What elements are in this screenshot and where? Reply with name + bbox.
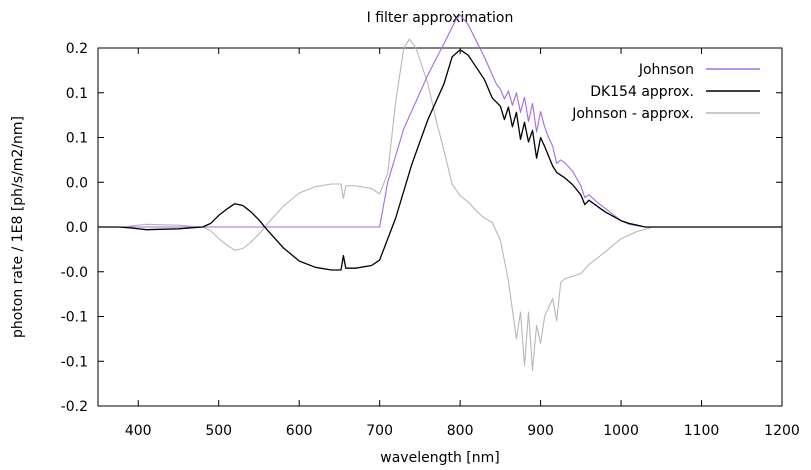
- legend-label: Johnson: [638, 62, 694, 78]
- x-tick-label: 600: [286, 423, 313, 439]
- x-axis-label: wavelength [nm]: [380, 450, 499, 466]
- x-tick-label: 700: [366, 423, 393, 439]
- x-tick-label: 400: [125, 423, 152, 439]
- x-tick-label: 1100: [684, 423, 720, 439]
- y-tick-label: -0.1: [61, 354, 88, 370]
- series-line-0: [98, 14, 782, 228]
- series-line-2: [98, 38, 782, 371]
- x-tick-label: 900: [527, 423, 554, 439]
- x-tick-label: 500: [205, 423, 232, 439]
- y-tick-label: 0.1: [66, 86, 88, 102]
- y-axis: -0.2 -0.1 -0.1 -0.0 0.0 0.0 0.1 0.1 0.2: [61, 41, 782, 415]
- y-tick-label: 0.2: [66, 41, 88, 57]
- y-tick-label: 0.0: [66, 175, 88, 191]
- legend-label: DK154 approx.: [590, 84, 694, 100]
- x-tick-label: 1200: [764, 423, 800, 439]
- series-group: [98, 14, 782, 371]
- x-tick-label: 800: [447, 423, 474, 439]
- y-tick-label: -0.1: [61, 310, 88, 326]
- y-axis-label: photon rate / 1E8 [ph/s/m2/nm]: [10, 116, 26, 338]
- y-tick-label: -0.0: [61, 265, 88, 281]
- legend: Johnson DK154 approx. Johnson - approx.: [571, 62, 760, 122]
- y-tick-label: 0.1: [66, 131, 88, 147]
- series-line-1: [98, 49, 782, 271]
- y-tick-label: -0.2: [61, 399, 88, 415]
- y-tick-label: 0.0: [66, 220, 88, 236]
- chart-title: I filter approximation: [367, 10, 514, 26]
- legend-label: Johnson - approx.: [571, 106, 694, 122]
- x-axis: 400 500 600 700 800 900 1000 1100 1200: [125, 48, 800, 439]
- x-tick-label: 1000: [603, 423, 639, 439]
